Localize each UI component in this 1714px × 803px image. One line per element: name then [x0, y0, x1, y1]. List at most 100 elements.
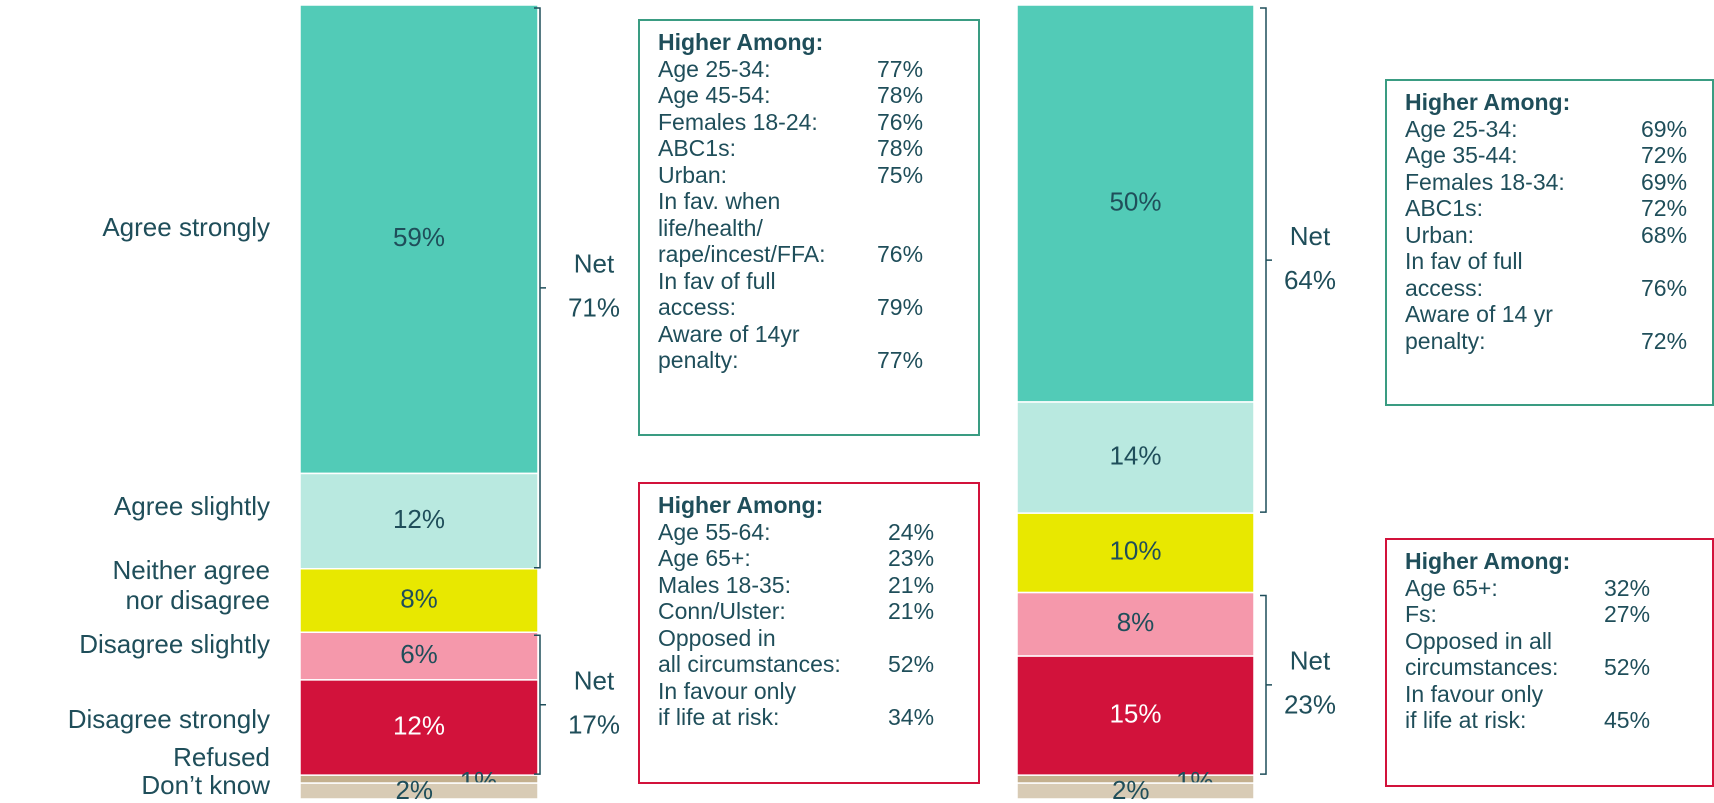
callout-label: penalty: — [658, 347, 739, 373]
net-bracket — [534, 634, 546, 775]
callout-title: Higher Among: — [658, 492, 824, 518]
callout-row: In favour only if life at risk: 45% — [1405, 681, 1694, 734]
callout-label: In fav of full — [658, 267, 776, 294]
callout-value: 79% — [877, 294, 924, 320]
callout-label: Fs: — [1405, 601, 1437, 627]
callout-label: In fav. when — [658, 188, 781, 214]
callout-row: Age 65+: 23% — [658, 545, 960, 572]
callout-row: Age 35-44: 72% — [1405, 142, 1694, 169]
callout-row: In fav of full access: 76% — [1405, 248, 1694, 301]
callout-row: Age 45-54: 78% — [658, 82, 960, 109]
callout-row: Males 18-35: 21% — [658, 572, 960, 599]
callout-row: Females 18-24: 76% — [658, 109, 960, 136]
callout-value: 72% — [1641, 327, 1688, 354]
callout-line: Conn/Ulster: 21% — [658, 598, 960, 625]
category-label: Neither agree nor disagree — [112, 555, 270, 615]
callout-value: 72% — [1641, 142, 1688, 168]
segment-label: 14% — [1109, 440, 1161, 470]
callout-label: all circumstances: — [658, 651, 841, 677]
callout-label: if life at risk: — [1405, 707, 1527, 733]
callout-row: Opposed in all circumstances: 52% — [1405, 628, 1694, 681]
callout-label: ABC1s: — [658, 135, 736, 161]
callout-label: Age 25-34: — [658, 55, 771, 82]
category-label: Agree slightly — [113, 491, 270, 521]
callout-box: Higher Among: Age 25-34: 77% Age 45-54: 78% F… — [638, 19, 980, 436]
callout-label: Age 25-34: — [1405, 115, 1518, 142]
net-label: Net — [1290, 221, 1331, 251]
callout-box: Higher Among: Age 25-34: 69% Age 35-44: 72% F… — [1385, 79, 1714, 406]
callout-label: access: — [658, 294, 736, 320]
bar-segment — [1016, 782, 1255, 800]
callout-value: 24% — [888, 518, 935, 545]
segment-label: 6% — [400, 639, 438, 669]
callout-label: Conn/Ulster: — [658, 598, 786, 624]
callout-label: Aware of 14yr — [658, 320, 800, 347]
callout-line: Age 55-64: 24% — [658, 519, 960, 546]
callout-row: In fav. when life/health/rape/incest/FFA:… — [658, 188, 960, 268]
net-value: 23% — [1284, 690, 1336, 720]
bar-segment — [299, 472, 539, 570]
callout-label: Urban: — [658, 161, 728, 188]
callout-label: In favour only — [1405, 680, 1544, 707]
callout-value: 75% — [877, 161, 924, 188]
callout-label: In fav of full — [1405, 248, 1523, 274]
net-label: Net — [1290, 646, 1331, 676]
callout-label: Urban: — [1405, 221, 1475, 248]
callout-line: Fs: 27% — [1405, 601, 1694, 628]
callout-row: Age 25-34: 69% — [1405, 116, 1694, 143]
callout-line: Age 25-34: 77% — [658, 56, 960, 83]
callout-label: penalty: — [1405, 327, 1486, 354]
callout-value: 69% — [1641, 168, 1688, 195]
callout-label: ABC1s: — [1405, 195, 1483, 221]
callout-value: 23% — [888, 545, 935, 571]
callout-label: Males 18-35: — [658, 571, 791, 598]
bar-segment — [299, 782, 539, 800]
callout-label: Age 65+: — [658, 545, 751, 571]
callout-row: Aware of 14yr penalty: 77% — [658, 321, 960, 374]
callout-line: ABC1s: 72% — [1405, 195, 1694, 222]
callout-box: Higher Among: Age 55-64: 24% Age 65+: 23% Mal… — [638, 482, 980, 784]
callout-line: access: 76% — [1405, 275, 1694, 302]
callout-value: 76% — [1641, 274, 1688, 301]
callout-label: life/health/ — [658, 214, 763, 241]
callout-line: Females 18-24: 76% — [658, 109, 960, 136]
callout-value: 77% — [877, 55, 924, 82]
segment-label: 10% — [1109, 536, 1161, 566]
bar-segment — [299, 567, 539, 634]
callout-row: ABC1s: 78% — [658, 135, 960, 162]
callout-box: Higher Among: Age 65+: 32% Fs: 27% Opposed in… — [1385, 538, 1714, 787]
callout-value: 72% — [1641, 195, 1688, 221]
callout-line: penalty: 72% — [1405, 328, 1694, 355]
callout-label: Age 35-44: — [1405, 142, 1518, 168]
callout-line: Age 65+: 32% — [1405, 575, 1694, 602]
callout-label: rape/incest/FFA: — [658, 241, 826, 267]
callout-line: ABC1s: 78% — [658, 135, 960, 162]
callout-line: Age 65+: 23% — [658, 545, 960, 572]
category-label: Disagree slightly — [79, 629, 270, 659]
callout-row: ABC1s: 72% — [1405, 195, 1694, 222]
segment-label: 15% — [1109, 699, 1161, 729]
net-value: 71% — [568, 293, 620, 323]
callout-row: Age 25-34: 77% — [658, 56, 960, 83]
bar-segment — [1016, 401, 1255, 514]
net-value: 64% — [1284, 265, 1336, 295]
segment-label: 12% — [393, 710, 445, 740]
callout-row: Fs: 27% — [1405, 601, 1694, 628]
net-bracket — [1260, 594, 1272, 775]
net-bracket — [534, 7, 546, 569]
callout-label: Aware of 14 yr — [1405, 301, 1553, 327]
callout-label: access: — [1405, 274, 1483, 301]
callout-value: 78% — [877, 135, 924, 161]
callout-value: 32% — [1604, 574, 1651, 601]
segment-label: 12% — [393, 504, 445, 534]
callout-label: Opposed in — [658, 624, 776, 651]
callout-line: access: 79% — [658, 294, 960, 321]
callout-line: Females 18-34: 69% — [1405, 169, 1694, 196]
callout-row: Conn/Ulster: 21% — [658, 598, 960, 625]
callout-line: circumstances: 52% — [1405, 654, 1694, 681]
callout-value: 45% — [1604, 707, 1651, 733]
callout-row: Age 55-64: 24% — [658, 519, 960, 546]
callout-row: In favour only if life at risk: 34% — [658, 678, 960, 731]
segment-label: 8% — [400, 583, 438, 613]
